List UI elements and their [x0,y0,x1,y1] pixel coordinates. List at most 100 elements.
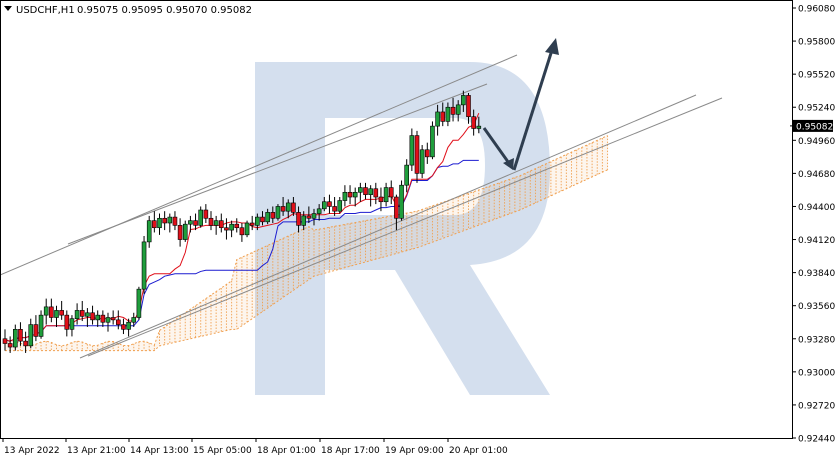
bull-candle [301,215,307,226]
bull-candle [337,200,343,212]
bear-candle [33,324,39,337]
forecast-up-arrow[interactable] [512,49,554,171]
time-tick-label: 15 Apr 05:00 [193,446,252,456]
bear-candle [177,225,183,240]
bull-candle [136,288,142,318]
current-price-tag: 0.95082 [790,119,833,132]
bull-candle [455,104,461,115]
channel-line[interactable] [87,97,723,357]
bull-candle [213,220,219,226]
bear-candle [219,220,224,229]
bear-candle [23,340,28,347]
bear-candle [18,329,23,342]
price-tick-label: 0.94120 [798,236,835,246]
channel-line[interactable] [67,83,488,245]
bear-candle [450,106,456,115]
bull-candle [69,318,75,330]
bear-candle [2,338,8,344]
price-tick-label: 0.93280 [798,335,835,345]
bear-candle [327,201,332,207]
bull-candle [419,149,425,174]
bull-candle [182,223,188,240]
price-tick-label: 0.93560 [798,302,835,312]
bull-candle [54,310,59,318]
bear-candle [172,216,178,226]
bull-candle [43,306,49,316]
price-tag-box [793,119,833,132]
bear-candle [239,227,245,236]
bear-candle [378,196,384,203]
time-tick-label: 13 Apr 2022 [4,446,60,456]
candles [2,90,482,353]
price-axis[interactable]: 0.96080 0.95800 0.95520 0.95240 0.94960 0.946… [792,5,835,445]
bull-candle [275,206,281,219]
bull-candle [265,212,270,223]
bull-candle [358,187,363,193]
time-tick-label: 18 Apr 01:00 [257,446,316,456]
bear-candle [162,217,167,224]
bear-candle [203,209,209,219]
bear-candle [424,149,430,158]
bear-candle [121,324,126,330]
bear-candle [64,314,70,330]
bull-candle [198,209,203,226]
bear-candle [260,216,265,223]
price-tag-label: 0.95082 [796,122,833,132]
bear-candle [79,310,85,317]
plot-frame [0,0,793,439]
bear-candle [332,206,337,212]
bear-candle [347,191,353,198]
price-tick-label: 0.95800 [798,38,835,48]
bear-candle [152,220,157,229]
bear-candle [296,212,301,226]
senkou-span-b [5,169,608,352]
down-arrowhead-icon [503,158,514,170]
bull-candle [13,329,18,348]
bull-candle [476,125,482,129]
price-tick-label: 0.94400 [798,203,835,213]
bull-candle [461,95,466,106]
bull-candle [368,188,373,195]
price-tick-label: 0.93840 [798,269,835,279]
bull-candle [311,213,317,219]
symbol-timeframe: USDCHF,H1 [16,5,75,16]
price-tick-label: 0.95520 [798,71,835,81]
bull-candle [404,164,410,186]
bull-candle [435,111,440,127]
bull-candle [255,216,260,226]
bear-candle [100,314,106,323]
channel-line[interactable] [0,54,518,276]
bull-candle [244,222,250,236]
bull-candle [28,324,34,347]
bear-candle [394,196,399,219]
price-tick-label: 0.94960 [798,137,835,147]
senkou-span-a [4,135,608,347]
bear-candle [291,202,296,213]
trend-channel [0,54,723,359]
time-axis[interactable]: 13 Apr 2022 13 Apr 21:00 14 Apr 13:00 15 Ap… [2,438,508,456]
time-tick-label: 18 Apr 17:00 [321,446,380,456]
up-arrowhead-icon [545,38,559,55]
bull-candle [430,125,435,158]
bull-candle [409,135,415,166]
dropdown-triangle-icon[interactable] [4,6,12,11]
bull-candle [445,106,451,122]
bull-candle [188,220,193,225]
time-tick-label: 20 Apr 01:00 [449,446,508,456]
bear-candle [363,187,368,195]
forecast-down-arrow[interactable] [482,127,513,167]
bull-candle [74,310,80,319]
bear-candle [116,319,121,325]
ichimoku-cloud [4,135,609,352]
time-tick-label: 19 Apr 09:00 [385,446,444,456]
bull-candle [157,217,162,229]
bear-candle [466,95,471,117]
bull-candle [167,216,173,224]
bull-candle [146,220,152,243]
bull-candle [105,317,111,323]
bear-candle [7,343,13,348]
bear-candle [249,222,255,226]
channel-line[interactable] [79,94,697,359]
